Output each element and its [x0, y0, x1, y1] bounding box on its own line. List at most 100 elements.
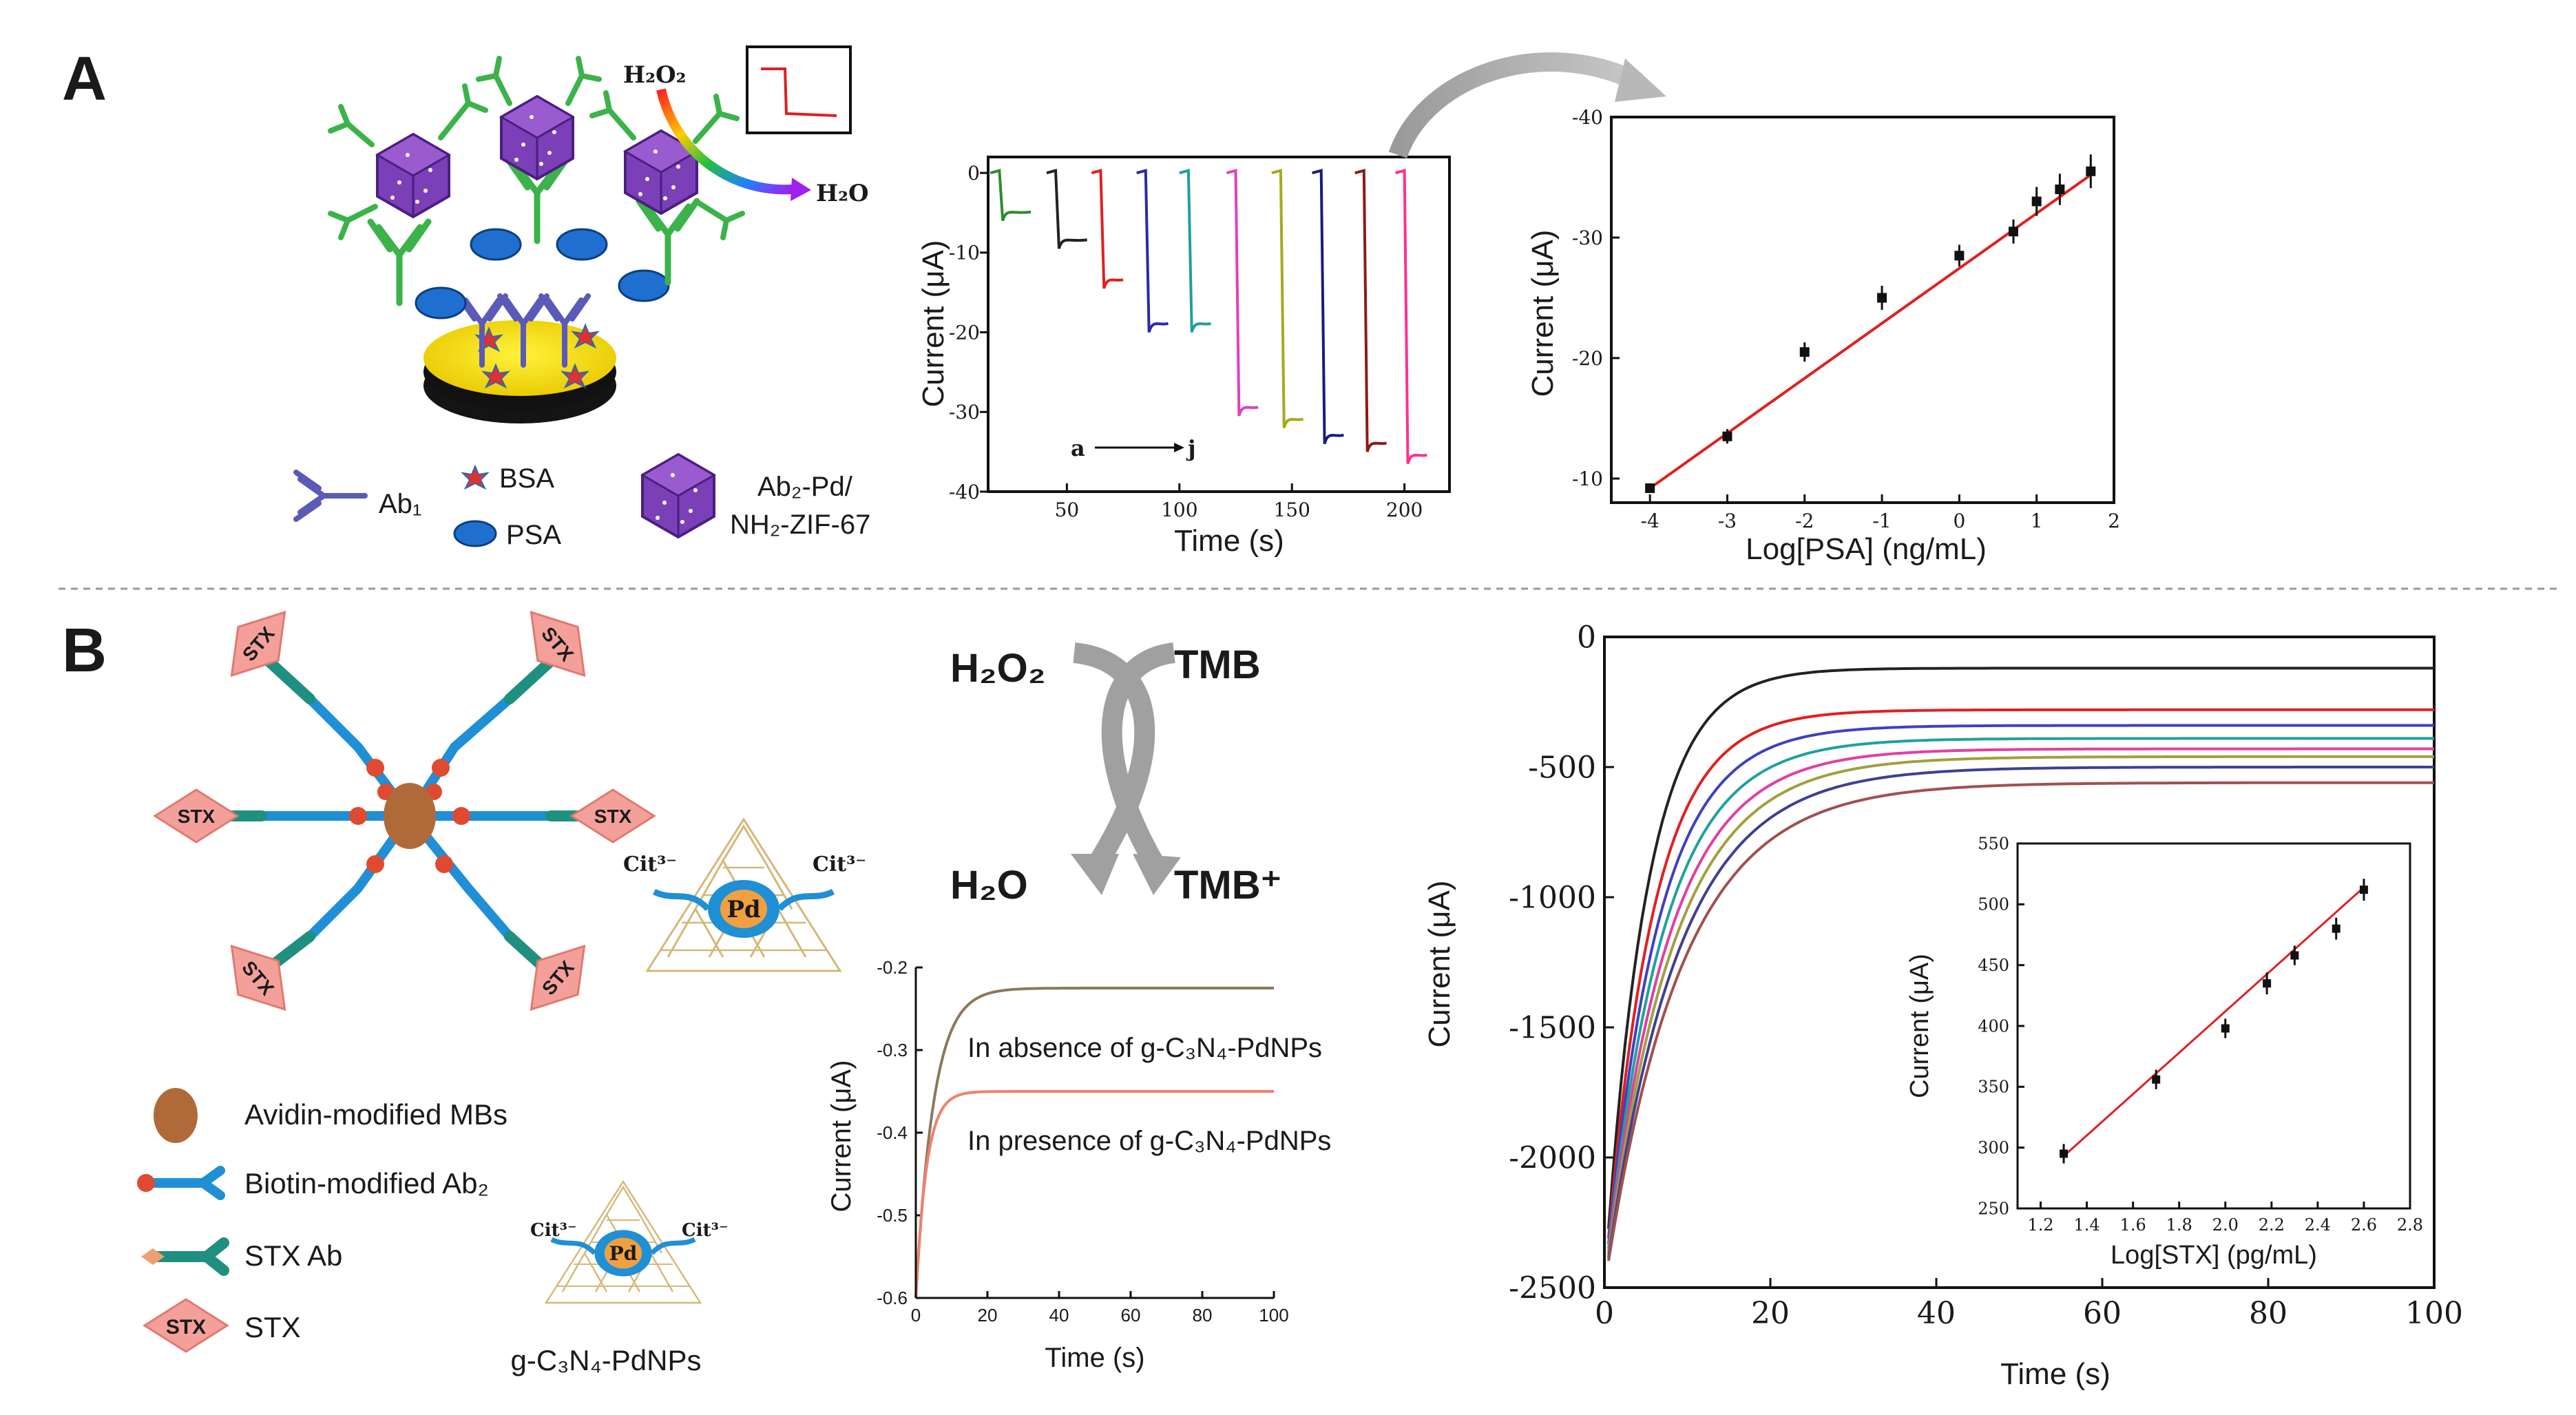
- bsa-legend-label: BSA: [499, 463, 554, 494]
- big-trace-4: [1607, 747, 2434, 1253]
- stx-ab-legend-label: STX Ab: [244, 1239, 342, 1272]
- small-xtick-label: 20: [978, 1305, 998, 1325]
- inset-xtick-label: 2.6: [2351, 1215, 2377, 1235]
- ab2-icon: [370, 222, 428, 303]
- small-trace-1: [914, 1090, 1274, 1299]
- inset-chart-plot: [2060, 879, 2368, 1164]
- small-xtick-label: 100: [1259, 1305, 1288, 1325]
- big-trace-1: [1607, 708, 2434, 1239]
- inset-chart-ticks: 1.2 1.4 1.6 1.8 2.0 2.2 2.4 2.6 2.8 250 300 350 400 4…: [1978, 834, 2423, 1235]
- big-trace-3: [1607, 737, 2434, 1249]
- small-ytick-label: -0.4: [877, 1122, 908, 1143]
- steps-trace-e: [1179, 169, 1212, 333]
- big-xtick-label: 80: [2249, 1296, 2287, 1331]
- psa-legend-label: PSA: [506, 520, 561, 550]
- stx-legend-inner-label: STX: [166, 1316, 206, 1339]
- pdnp-legend-label: g-C₃N₄-PdNPs: [511, 1344, 702, 1376]
- bsa-legend-icon: [462, 465, 488, 489]
- inset-point: [2290, 951, 2299, 960]
- h2o2-label: H₂O₂: [623, 61, 687, 89]
- cit-legend-left: Cit³⁻: [530, 1220, 577, 1241]
- stx-ab-legend-icon: [149, 1237, 229, 1276]
- big-xtick-label: 60: [2083, 1296, 2122, 1331]
- big-trace-2: [1607, 724, 2434, 1244]
- small-xtick-label: 40: [1049, 1305, 1069, 1325]
- inset-ytick-label: 350: [1978, 1078, 2009, 1097]
- cycle-arrowhead-right: [1133, 854, 1181, 895]
- ab2-legend-label: Biotin-modified Ab₂: [244, 1167, 489, 1199]
- small-chart-traces: [914, 987, 1274, 1299]
- steps-chart-xlabel: Time (s): [1174, 524, 1284, 558]
- small-chart-ticks: 0 20 40 60 80 100 -0.2 -0.3 -0.4 -0.5 -0.6: [877, 957, 1289, 1325]
- steps-trace-i: [1354, 169, 1388, 452]
- big-trace-6: [1607, 766, 2434, 1259]
- big-chart: 0 20 40 60 80 100 0 -500 -1000 -1500 -2000 -2500 Ti…: [1423, 620, 2463, 1391]
- steps-trace-f: [1226, 169, 1259, 417]
- calib-point: [1645, 483, 1655, 493]
- inset-xtick-label: 1.8: [2166, 1215, 2192, 1235]
- small-ytick-label: -0.6: [877, 1288, 908, 1308]
- panel-a-label: A: [62, 45, 107, 114]
- inset-point: [2060, 1149, 2069, 1158]
- stx-label: STX: [178, 806, 216, 827]
- inset-xtick-label: 1.4: [2074, 1215, 2100, 1235]
- inset-xtick-label: 2.2: [2259, 1215, 2285, 1235]
- catalytic-cycle: H₂O₂ TMB H₂O TMB⁺: [950, 642, 1281, 908]
- big-xtick-label: 100: [2405, 1296, 2463, 1331]
- big-chart-ticks: 0 20 40 60 80 100 0 -500 -1000 -1500 -2000 -2500: [1509, 620, 2463, 1331]
- inset-xtick-label: 2.0: [2212, 1215, 2239, 1235]
- signal-inset-trace: [761, 67, 837, 117]
- calib-chart-ticks: -4 -3 -2 -1 0 1 2-10-20-30-40: [1572, 106, 2120, 532]
- calib-chart-frame: [1610, 116, 2115, 504]
- mb-legend-icon: [154, 1088, 198, 1143]
- cycle-arrowhead-left: [1071, 854, 1119, 895]
- steps-chart-ticks: 50 100 150 200 0 -10 -20 -30 -40: [949, 162, 1423, 521]
- steps-trace-j: [1395, 169, 1427, 465]
- inset-point: [2263, 979, 2272, 988]
- steps-xtick-label: 150: [1273, 499, 1310, 521]
- cit-label-left: Cit³⁻: [623, 852, 677, 877]
- panel-b-scheme: STX STX STX STX STX STX Pd Cit³⁻ Cit³⁻ A…: [137, 594, 866, 1376]
- small-xtick-label: 0: [911, 1305, 921, 1325]
- ab2-legend-icon: [143, 1166, 225, 1200]
- big-ytick-label: -1500: [1509, 1010, 1596, 1045]
- reaction-arrowhead: [790, 178, 811, 201]
- psa-icon: [415, 286, 467, 319]
- pdnp-conjugate-icon: [647, 819, 840, 971]
- inset-point: [2152, 1075, 2161, 1084]
- panel-a-legend: Ab₁ BSA PSA Ab₂-Pd/ NH₂-ZIF-67: [296, 453, 870, 550]
- calib-xtick-label: 1: [2031, 510, 2043, 532]
- small-xtick-label: 60: [1121, 1305, 1141, 1325]
- calib-ytick-label: -10: [1572, 468, 1603, 490]
- calib-ytick-label: -30: [1572, 227, 1603, 249]
- small-trace-0: [914, 987, 1274, 1299]
- steps-trace-g: [1271, 169, 1304, 429]
- calib-xtick-label: 2: [2108, 510, 2120, 532]
- psa-icon: [556, 228, 608, 261]
- steps-xtick-label: 100: [1161, 499, 1197, 521]
- big-xtick-label: 0: [1595, 1296, 1614, 1331]
- cycle-arrow-right: [1101, 642, 1176, 873]
- big-xtick-label: 20: [1751, 1296, 1790, 1331]
- small-series-absent-label: In absence of g-C₃N₄-PdNPs: [967, 1033, 1322, 1063]
- calib-chart-ylabel: Current (μA): [1526, 230, 1560, 397]
- magnetic-bead: [384, 783, 436, 849]
- small-ytick-label: -0.2: [877, 957, 908, 978]
- biotin-dots: [349, 759, 470, 873]
- calib-chart: -4 -3 -2 -1 0 1 2-10-20-30-40 Log[PSA] (ng/mL)…: [1526, 106, 2120, 566]
- calib-point: [1877, 293, 1887, 303]
- big-chart-traces: [1607, 667, 2434, 1261]
- steps-chart-traces: [989, 169, 1427, 465]
- inset-ytick-label: 500: [1978, 895, 2009, 914]
- steps-trace-c: [1091, 169, 1124, 289]
- inset-ytick-label: 250: [1978, 1199, 2009, 1218]
- inset-ytick-label: 450: [1978, 956, 2009, 975]
- mb-legend-label: Avidin-modified MBs: [244, 1098, 507, 1131]
- calib-chart-plot: [1645, 154, 2096, 493]
- psa-icon: [470, 228, 522, 261]
- inset-ytick-label: 400: [1978, 1016, 2009, 1036]
- steps-arrow-end: j: [1186, 435, 1196, 461]
- psa-icon: [618, 269, 670, 302]
- inset-fit-line: [2063, 886, 2365, 1157]
